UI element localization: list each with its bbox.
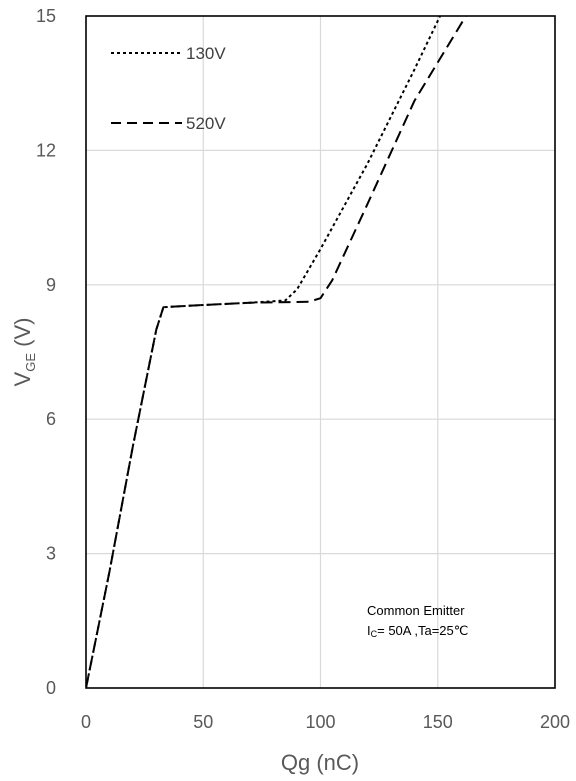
tick-labels: 0 50 100 150 200 0 3 6 9 12 15 [36,6,570,732]
series-line-520v [86,16,467,688]
y-tick-label: 0 [46,678,56,698]
x-tick-label: 50 [193,712,213,732]
annotation-line-2: IC= 50A ,Ta=25℃ [367,623,468,639]
annotation-current-subscript: C [371,629,378,639]
x-tick-label: 100 [305,712,335,732]
x-axis-label: Qg (nC) [281,750,359,775]
test-condition-annotation: Common Emitter IC= 50A ,Ta=25℃ [367,603,468,639]
y-tick-label: 3 [46,544,56,564]
legend: 130V 520V [111,44,226,133]
y-axis-label: VGE (V) [10,318,38,387]
y-axis-label-main: V [10,371,35,386]
x-tick-label: 150 [423,712,453,732]
grid-lines [86,16,555,688]
y-tick-label: 15 [36,6,56,26]
y-tick-label: 9 [46,275,56,295]
annotation-condition-text: = 50A ,Ta=25℃ [377,623,468,638]
x-tick-label: 0 [81,712,91,732]
y-tick-label: 6 [46,409,56,429]
y-tick-label: 12 [36,140,56,160]
annotation-line-1: Common Emitter [367,603,465,618]
annotation-current-symbol: I [367,623,371,638]
y-axis-label-sub: GE [23,353,38,372]
series-layer [86,16,467,688]
legend-label-520v: 520V [186,114,226,133]
legend-label-130v: 130V [186,44,226,63]
y-axis-label-unit: (V) [10,318,35,353]
x-tick-label: 200 [540,712,570,732]
series-line-130v [86,16,442,688]
plot-area-border [85,15,556,689]
